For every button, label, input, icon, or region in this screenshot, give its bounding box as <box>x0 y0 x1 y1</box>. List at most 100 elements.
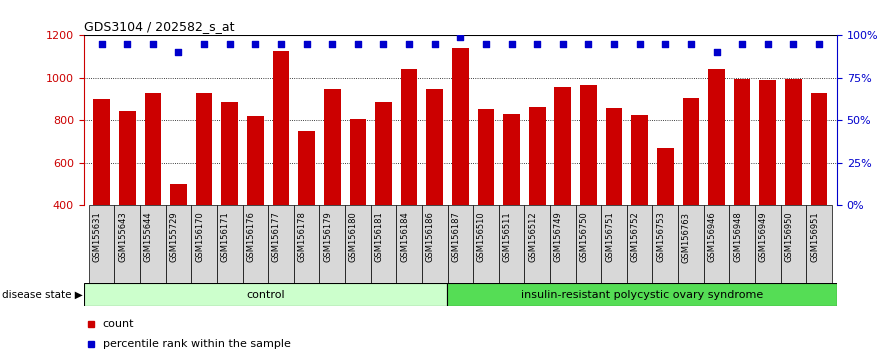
Bar <box>166 205 191 283</box>
Bar <box>221 102 238 290</box>
Bar <box>84 283 448 306</box>
Bar <box>575 205 601 283</box>
Bar <box>653 205 678 283</box>
Text: GDS3104 / 202582_s_at: GDS3104 / 202582_s_at <box>84 20 234 33</box>
Point <box>633 41 647 47</box>
Text: GSM156187: GSM156187 <box>451 212 460 262</box>
Bar <box>606 108 622 290</box>
Bar <box>704 205 729 283</box>
Text: GSM156753: GSM156753 <box>656 212 665 262</box>
Text: GSM156510: GSM156510 <box>477 212 486 262</box>
Text: GSM156763: GSM156763 <box>682 212 691 263</box>
Bar <box>550 205 575 283</box>
Point <box>376 41 390 47</box>
Bar <box>632 115 648 290</box>
Text: GSM156177: GSM156177 <box>272 212 281 262</box>
Point <box>556 41 570 47</box>
Bar <box>554 87 571 290</box>
Bar <box>478 109 494 290</box>
Point <box>658 41 672 47</box>
Bar <box>375 102 392 290</box>
Text: GSM156170: GSM156170 <box>195 212 204 262</box>
Text: GSM156946: GSM156946 <box>707 212 716 262</box>
Text: GSM156180: GSM156180 <box>349 212 358 262</box>
Text: GSM155729: GSM155729 <box>169 212 179 262</box>
Bar <box>755 205 781 283</box>
Point <box>325 41 339 47</box>
Text: GSM156512: GSM156512 <box>529 212 537 262</box>
Bar <box>683 98 700 290</box>
Text: GSM155631: GSM155631 <box>93 212 101 262</box>
Bar <box>299 131 315 290</box>
Text: insulin-resistant polycystic ovary syndrome: insulin-resistant polycystic ovary syndr… <box>521 290 763 300</box>
Text: GSM156171: GSM156171 <box>221 212 230 262</box>
Bar <box>371 205 396 283</box>
Bar <box>708 69 725 290</box>
Text: percentile rank within the sample: percentile rank within the sample <box>102 339 291 349</box>
Bar <box>345 205 371 283</box>
Bar <box>529 107 545 290</box>
Point <box>172 50 186 55</box>
Bar <box>781 205 806 283</box>
Point <box>684 41 698 47</box>
Bar <box>320 205 345 283</box>
Bar <box>191 205 217 283</box>
Point <box>427 41 441 47</box>
Bar <box>89 205 115 283</box>
Bar <box>350 119 366 290</box>
Bar <box>115 205 140 283</box>
Bar <box>452 48 469 290</box>
Text: GSM156511: GSM156511 <box>502 212 512 262</box>
Text: GSM156950: GSM156950 <box>784 212 794 262</box>
Text: GSM156186: GSM156186 <box>426 212 434 262</box>
Text: GSM156179: GSM156179 <box>323 212 332 262</box>
Point <box>351 41 365 47</box>
Bar <box>785 79 802 290</box>
Bar <box>144 93 161 290</box>
Text: GSM156751: GSM156751 <box>605 212 614 262</box>
Point <box>94 41 108 47</box>
Text: GSM156948: GSM156948 <box>733 212 742 262</box>
Text: GSM155643: GSM155643 <box>118 212 127 262</box>
Point <box>300 41 314 47</box>
Point <box>120 41 134 47</box>
Point <box>453 34 467 40</box>
Point <box>223 41 237 47</box>
Bar <box>426 88 443 290</box>
Text: GSM156178: GSM156178 <box>298 212 307 262</box>
Point <box>402 41 416 47</box>
Point <box>812 41 826 47</box>
Bar <box>811 93 827 290</box>
Bar <box>293 205 320 283</box>
Point <box>607 41 621 47</box>
Bar <box>448 205 473 283</box>
Point <box>197 41 211 47</box>
Bar <box>448 283 837 306</box>
Bar <box>601 205 627 283</box>
Text: GSM156184: GSM156184 <box>400 212 409 262</box>
Bar <box>806 205 832 283</box>
Point <box>248 41 263 47</box>
Point <box>709 50 723 55</box>
Point <box>735 41 749 47</box>
Bar <box>759 80 776 290</box>
Text: GSM156951: GSM156951 <box>810 212 819 262</box>
Text: GSM156749: GSM156749 <box>554 212 563 262</box>
Bar <box>734 79 751 290</box>
Bar <box>242 205 268 283</box>
Point <box>787 41 801 47</box>
Bar <box>401 69 418 290</box>
Bar <box>473 205 499 283</box>
Bar <box>140 205 166 283</box>
Bar <box>524 205 550 283</box>
Bar <box>503 114 520 290</box>
Point <box>505 41 519 47</box>
Point <box>581 41 596 47</box>
Text: GSM156750: GSM156750 <box>580 212 589 262</box>
Bar <box>422 205 448 283</box>
Text: GSM156176: GSM156176 <box>247 212 255 262</box>
Bar <box>396 205 422 283</box>
Text: GSM156949: GSM156949 <box>759 212 767 262</box>
Point <box>479 41 493 47</box>
Text: count: count <box>102 319 134 329</box>
